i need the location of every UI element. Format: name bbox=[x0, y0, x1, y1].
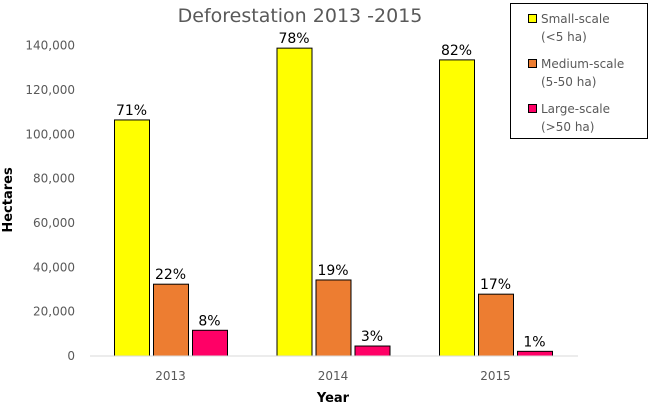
y-tick-label: 120,000 bbox=[25, 83, 75, 97]
bar-large-scale-2015 bbox=[517, 350, 553, 357]
y-tick-label: 100,000 bbox=[25, 127, 75, 141]
legend-swatch bbox=[528, 14, 537, 23]
data-label: 1% bbox=[523, 334, 545, 350]
legend-label: Large-scale bbox=[541, 102, 610, 116]
bar-medium-scale-2013 bbox=[153, 283, 189, 357]
bar-small-scale-2013 bbox=[114, 119, 150, 357]
legend-box bbox=[510, 3, 648, 139]
legend-swatch bbox=[528, 59, 537, 68]
data-label: 78% bbox=[278, 31, 309, 47]
bar-medium-scale-2015 bbox=[478, 293, 514, 357]
y-tick-label: 140,000 bbox=[25, 39, 75, 53]
data-label: 3% bbox=[361, 329, 383, 345]
legend-sublabel: (<5 ha) bbox=[541, 30, 587, 44]
data-label: 22% bbox=[155, 267, 186, 283]
y-tick-label: 40,000 bbox=[33, 260, 75, 274]
x-axis-title: Year bbox=[316, 391, 350, 406]
bar-small-scale-2015 bbox=[439, 59, 475, 357]
data-label: 17% bbox=[480, 277, 511, 293]
bar-large-scale-2013 bbox=[192, 329, 228, 357]
bar-small-scale-2014 bbox=[276, 47, 313, 357]
legend-label: Medium-scale bbox=[541, 57, 624, 71]
chart-title: Deforestation 2013 -2015 bbox=[178, 5, 423, 27]
y-tick-label: 60,000 bbox=[33, 216, 75, 230]
legend-sublabel: (>50 ha) bbox=[541, 120, 594, 134]
y-tick-label: 0 bbox=[67, 349, 75, 363]
legend-swatch bbox=[528, 104, 537, 113]
y-axis-title: Hectares bbox=[1, 167, 16, 233]
legend-label: Small-scale bbox=[541, 12, 610, 26]
data-label: 19% bbox=[317, 263, 348, 279]
y-tick-label: 80,000 bbox=[33, 172, 75, 186]
legend-sublabel: (5-50 ha) bbox=[541, 75, 596, 89]
data-label: 82% bbox=[441, 43, 472, 59]
x-tick-label: 2013 bbox=[155, 369, 186, 383]
legend: Small-scale (<5 ha) Medium-scale (5-50 ha) L… bbox=[510, 3, 648, 139]
bar-large-scale-2014 bbox=[354, 345, 391, 357]
bar-medium-scale-2014 bbox=[315, 279, 352, 357]
y-tick-label: 20,000 bbox=[33, 305, 75, 319]
x-tick-label: 2014 bbox=[318, 369, 349, 383]
data-label: 71% bbox=[116, 103, 147, 119]
data-label: 8% bbox=[198, 313, 220, 329]
x-tick-label: 2015 bbox=[480, 369, 511, 383]
